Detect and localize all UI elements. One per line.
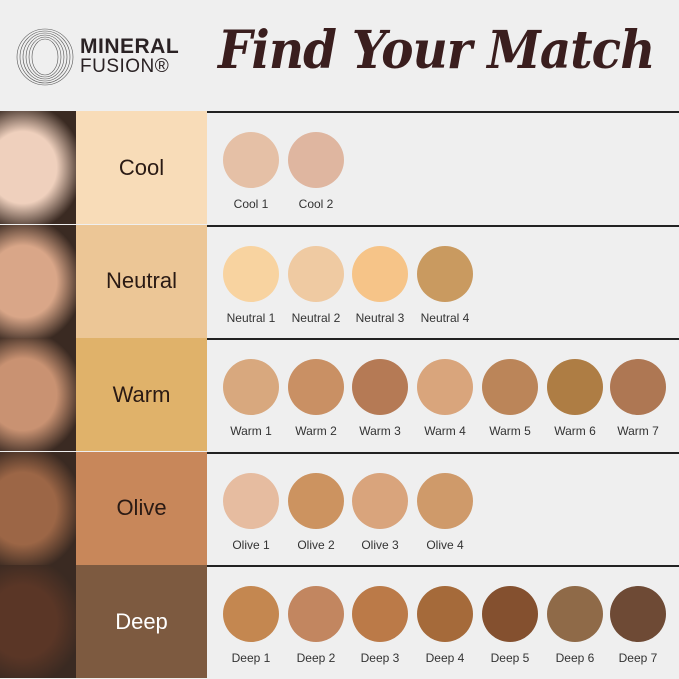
shade-label: Deep 5 xyxy=(490,651,530,666)
category-label: Olive xyxy=(76,451,207,565)
shade-label: Olive 1 xyxy=(232,537,270,552)
shade-label: Warm 1 xyxy=(230,424,272,439)
page-title: Find Your Match xyxy=(218,20,655,81)
shade-color xyxy=(417,586,473,643)
brand-line-1: MINERAL xyxy=(80,35,180,58)
shade-swatch[interactable]: Warm 1 xyxy=(219,359,283,438)
model-photo xyxy=(0,111,76,224)
shade-label: Warm 2 xyxy=(295,424,337,439)
shade-label: Deep 4 xyxy=(425,651,465,666)
category-label: Warm xyxy=(76,338,207,452)
row-olive: Olive Olive 1 Olive 2 Olive 3 Olive 4 xyxy=(0,451,679,565)
row-deep: Deep Deep 1 Deep 2 Deep 3 Deep 4 Deep 5 … xyxy=(0,565,679,679)
shade-color xyxy=(482,586,538,643)
shade-label: Olive 4 xyxy=(426,537,464,552)
shade-label: Warm 5 xyxy=(489,424,531,439)
shade-color xyxy=(482,359,538,416)
shade-label: Warm 4 xyxy=(424,424,466,439)
model-photo xyxy=(0,338,76,452)
shade-color xyxy=(223,586,279,643)
shade-swatch[interactable]: Deep 5 xyxy=(478,586,542,665)
shade-swatch[interactable]: Neutral 2 xyxy=(284,245,348,325)
brand-line-2: FUSION® xyxy=(80,56,170,77)
shade-label: Cool 1 xyxy=(233,197,269,211)
shade-swatch[interactable]: Cool 1 xyxy=(219,132,283,211)
shade-label: Deep 1 xyxy=(231,651,271,666)
divider xyxy=(207,338,679,341)
shade-swatch[interactable]: Deep 6 xyxy=(543,586,607,665)
shade-swatch[interactable]: Neutral 3 xyxy=(348,245,412,325)
row-warm: Warm Warm 1 Warm 2 Warm 3 Warm 4 Warm 5 … xyxy=(0,338,679,452)
shade-color xyxy=(610,586,666,643)
shade-label: Neutral 1 xyxy=(226,310,276,325)
shade-color xyxy=(223,359,279,416)
divider xyxy=(207,565,679,568)
model-photo xyxy=(0,451,76,565)
shade-label: Neutral 4 xyxy=(420,310,470,325)
shade-color xyxy=(417,472,473,529)
divider xyxy=(207,224,679,227)
divider xyxy=(207,111,679,113)
shade-swatch[interactable]: Warm 6 xyxy=(543,359,607,438)
shade-swatch[interactable]: Deep 3 xyxy=(348,586,412,665)
shade-color xyxy=(352,586,408,643)
category-label: Deep xyxy=(76,565,207,679)
shade-color xyxy=(288,359,344,416)
shade-color xyxy=(288,245,344,302)
shade-color xyxy=(352,472,408,529)
shade-label: Warm 7 xyxy=(617,424,659,439)
shade-color xyxy=(547,359,603,416)
shade-color xyxy=(288,132,344,188)
brand-name: MINERAL FUSION® xyxy=(80,36,179,76)
shade-color xyxy=(610,359,666,416)
shade-swatch[interactable]: Olive 1 xyxy=(219,472,283,552)
shade-color xyxy=(547,586,603,643)
shade-label: Cool 2 xyxy=(298,197,334,211)
shade-color xyxy=(352,359,408,416)
shade-color xyxy=(352,245,408,302)
shade-label: Deep 2 xyxy=(296,651,336,666)
shade-swatch[interactable]: Neutral 4 xyxy=(413,245,477,325)
shade-swatch[interactable]: Cool 2 xyxy=(284,132,348,211)
shade-swatch[interactable]: Deep 2 xyxy=(284,586,348,665)
row-cool: Cool Cool 1 Cool 2 xyxy=(0,111,679,224)
shade-swatch[interactable]: Warm 2 xyxy=(284,359,348,438)
row-neutral: Neutral Neutral 1 Neutral 2 Neutral 3 Ne… xyxy=(0,224,679,338)
shade-swatch[interactable]: Olive 4 xyxy=(413,472,477,552)
shade-color xyxy=(288,586,344,643)
shade-swatch[interactable]: Deep 1 xyxy=(219,586,283,665)
shade-label: Olive 3 xyxy=(361,537,399,552)
shade-color xyxy=(417,359,473,416)
shade-label: Deep 3 xyxy=(360,651,400,666)
category-label: Cool xyxy=(76,111,207,224)
shade-swatch[interactable]: Deep 7 xyxy=(606,586,670,665)
shade-swatch[interactable]: Deep 4 xyxy=(413,586,477,665)
shade-label: Olive 2 xyxy=(297,537,335,552)
shade-swatch[interactable]: Warm 7 xyxy=(606,359,670,438)
shade-swatch[interactable]: Olive 2 xyxy=(284,472,348,552)
shade-label: Warm 6 xyxy=(554,424,596,439)
shade-swatch[interactable]: Warm 5 xyxy=(478,359,542,438)
shade-label: Warm 3 xyxy=(359,424,401,439)
shade-swatch[interactable]: Olive 3 xyxy=(348,472,412,552)
shade-swatch[interactable]: Warm 3 xyxy=(348,359,412,438)
shade-swatch[interactable]: Warm 4 xyxy=(413,359,477,438)
shade-label: Deep 6 xyxy=(555,651,595,666)
category-label: Neutral xyxy=(76,224,207,338)
model-photo xyxy=(0,565,76,679)
mineral-fusion-logo-icon xyxy=(16,28,74,86)
shade-label: Neutral 2 xyxy=(291,310,341,325)
divider xyxy=(207,451,679,454)
shade-label: Neutral 3 xyxy=(355,310,405,325)
shade-color xyxy=(288,472,344,529)
shade-color xyxy=(223,132,279,188)
model-photo xyxy=(0,224,76,338)
shade-swatch[interactable]: Neutral 1 xyxy=(219,245,283,325)
shade-color xyxy=(223,472,279,529)
shade-color xyxy=(223,245,279,302)
shade-label: Deep 7 xyxy=(618,651,658,666)
shade-color xyxy=(417,245,473,302)
